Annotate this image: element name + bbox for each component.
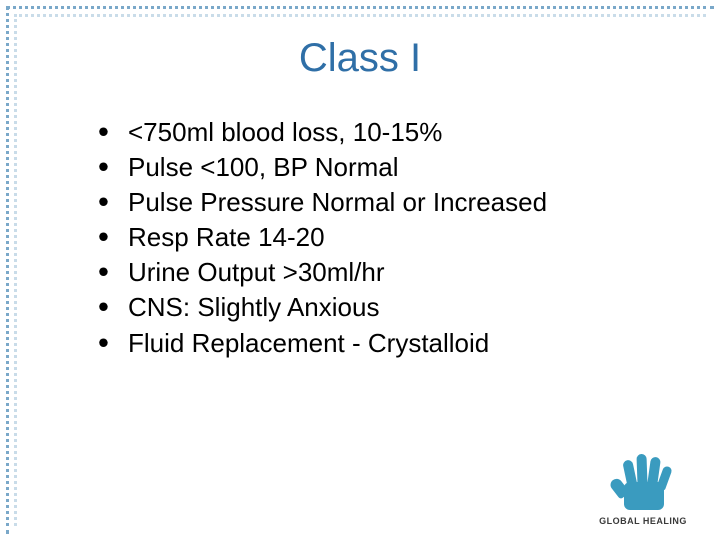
list-item: Pulse Pressure Normal or Increased xyxy=(98,185,680,220)
list-item: Resp Rate 14-20 xyxy=(98,220,680,255)
slide-content: Class I <750ml blood loss, 10-15% Pulse … xyxy=(40,30,680,510)
list-item: Urine Output >30ml/hr xyxy=(98,255,680,290)
list-item: Fluid Replacement - Crystalloid xyxy=(98,326,680,361)
list-item: Pulse <100, BP Normal xyxy=(98,150,680,185)
list-item: <750ml blood loss, 10-15% xyxy=(98,115,680,150)
slide-title: Class I xyxy=(40,36,680,81)
list-item: CNS: Slightly Anxious xyxy=(98,290,680,325)
logo-text: GLOBAL HEALING xyxy=(588,516,698,526)
hand-icon xyxy=(612,454,674,512)
bullet-list: <750ml blood loss, 10-15% Pulse <100, BP… xyxy=(98,115,680,361)
hand-palm xyxy=(624,482,664,510)
global-healing-logo: GLOBAL HEALING xyxy=(588,454,698,526)
